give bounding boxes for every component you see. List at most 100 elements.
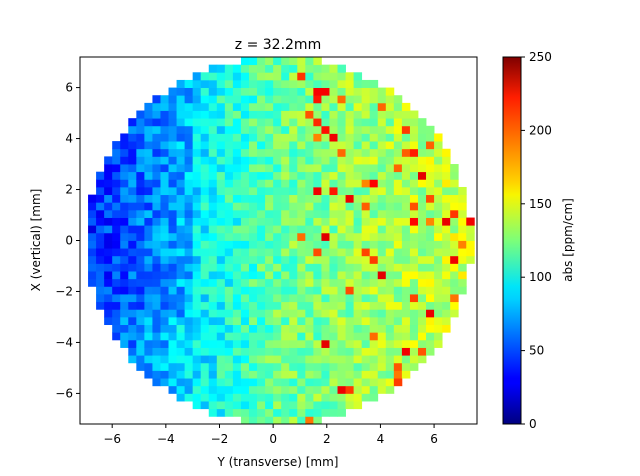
heatmap-cell [329, 87, 338, 96]
heatmap-cell [232, 248, 242, 257]
heatmap-cell [313, 209, 322, 218]
heatmap-cell [257, 370, 266, 379]
heatmap-cell [329, 232, 338, 241]
heatmap-cell [136, 186, 145, 196]
heatmap-cell [361, 355, 371, 364]
y-tick-label: 0 [65, 234, 73, 248]
heatmap-cell [417, 347, 427, 356]
heatmap-cell [176, 309, 186, 318]
heatmap-cell [353, 362, 363, 371]
heatmap-cell [289, 393, 298, 402]
heatmap-cell [240, 263, 250, 272]
heatmap-cell [273, 401, 282, 410]
heatmap-cell [321, 72, 330, 81]
heatmap-cell [248, 339, 258, 348]
x-tick-label: 4 [377, 432, 385, 446]
heatmap-cell [160, 133, 169, 142]
heatmap-cell [136, 232, 145, 241]
heatmap-cell [200, 209, 210, 218]
heatmap-cell [321, 309, 330, 318]
heatmap-cell [232, 339, 242, 348]
heatmap-cell [112, 141, 121, 150]
heatmap-cell [152, 164, 161, 173]
heatmap-cell [257, 217, 266, 226]
heatmap-cell [273, 294, 282, 303]
heatmap-cell [289, 301, 298, 310]
heatmap-cell [216, 278, 226, 287]
heatmap-cell [385, 278, 395, 287]
heatmap-cell [216, 171, 226, 180]
heatmap-cell [168, 309, 177, 318]
heatmap-cell [321, 133, 330, 142]
heatmap-cell [353, 401, 363, 410]
heatmap-cell [401, 301, 411, 310]
heatmap-cell [273, 209, 282, 218]
heatmap-cell [409, 118, 419, 127]
heatmap-cell [385, 186, 395, 196]
heatmap-cell [144, 118, 153, 127]
heatmap-cell [160, 141, 169, 150]
heatmap-cell [144, 217, 153, 226]
heatmap-cell [248, 316, 258, 326]
heatmap-cell [305, 87, 314, 96]
heatmap-cell [409, 355, 419, 364]
heatmap-cell [313, 332, 322, 341]
heatmap-cell [144, 316, 153, 326]
heatmap-cell [104, 164, 113, 173]
heatmap-cell [337, 316, 346, 326]
heatmap-cell [377, 179, 387, 188]
heatmap-cell [353, 278, 363, 287]
heatmap-cell [417, 332, 427, 341]
heatmap-cell [450, 309, 459, 318]
heatmap-cell [152, 217, 161, 226]
heatmap-cell [273, 79, 282, 88]
heatmap-cell [321, 324, 330, 333]
heatmap-cell [144, 309, 153, 318]
heatmap-cell [200, 324, 210, 333]
heatmap-cell [297, 370, 306, 379]
heatmap-cell [305, 248, 314, 257]
heatmap-cell [345, 72, 355, 81]
heatmap-cell [232, 309, 242, 318]
heatmap-cell [136, 316, 145, 326]
heatmap-cell [216, 179, 226, 188]
heatmap-cell [369, 378, 379, 387]
heatmap-cell [361, 217, 371, 226]
heatmap-cell [144, 248, 153, 257]
heatmap-cell [281, 378, 290, 387]
heatmap-cell [208, 209, 218, 218]
heatmap-cell [112, 217, 121, 226]
heatmap-cell [136, 164, 145, 173]
heatmap-cell [401, 339, 411, 348]
heatmap-cell [248, 294, 258, 303]
heatmap-cell [200, 278, 210, 287]
heatmap-cell [385, 271, 395, 280]
heatmap-cell [289, 186, 298, 196]
heatmap-cell [144, 148, 153, 157]
heatmap-cell [200, 125, 210, 134]
heatmap-cell [112, 332, 121, 341]
heatmap-cell [192, 332, 202, 341]
heatmap-cell [168, 324, 177, 333]
heatmap-cell [120, 209, 129, 218]
heatmap-cell [120, 316, 129, 326]
heatmap-cell [112, 309, 121, 318]
heatmap-cell [273, 164, 282, 173]
heatmap-cell [281, 64, 290, 73]
heatmap-cell [208, 156, 218, 165]
heatmap-cell [377, 217, 387, 226]
y-tick-label: −2 [55, 284, 73, 298]
heatmap-cell [257, 171, 266, 180]
heatmap-cell [281, 355, 290, 364]
heatmap-cell [401, 202, 411, 211]
heatmap-cell [208, 355, 218, 364]
heatmap-cell [297, 179, 306, 188]
heatmap-cell [200, 286, 210, 295]
heatmap-cell [160, 378, 169, 387]
heatmap-cell [313, 240, 322, 249]
heatmap-cell [88, 248, 97, 257]
heatmap-cell [426, 278, 435, 287]
heatmap-cell [345, 294, 355, 303]
heatmap-cell [257, 179, 266, 188]
heatmap-cell [257, 401, 266, 410]
